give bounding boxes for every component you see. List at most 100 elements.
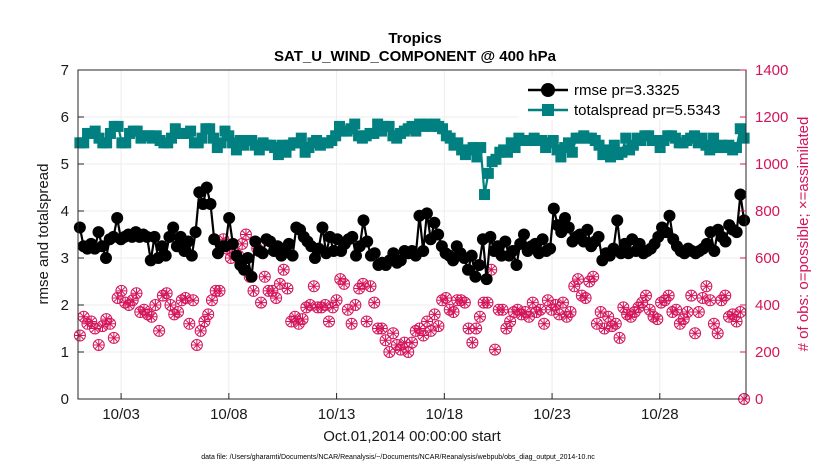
assimilated-obs-marker (516, 309, 527, 320)
y-tick-label-left: 0 (61, 391, 69, 408)
totalspread-point (555, 151, 567, 163)
possible-obs-marker (247, 284, 260, 297)
possible-obs-marker (153, 324, 166, 337)
assimilated-obs-marker (727, 309, 738, 320)
assimilated-obs-marker (656, 297, 667, 308)
rmse-point (308, 252, 321, 264)
possible-obs-marker (73, 329, 86, 342)
y-tick-label-left: 1 (61, 344, 69, 361)
assimilated-obs-marker (599, 323, 610, 334)
assimilated-obs-marker (323, 316, 334, 327)
rmse-point (514, 237, 527, 250)
possible-obs-marker (149, 299, 162, 311)
assimilated-obs-marker (225, 253, 236, 263)
assimilated-obs-marker (508, 307, 519, 318)
assimilated-obs-marker (682, 307, 693, 318)
assimilated-obs-marker (640, 290, 651, 301)
possible-obs-marker (307, 280, 320, 293)
chart-title: Tropics (388, 30, 441, 47)
assimilated-obs-marker (463, 323, 474, 334)
possible-obs-marker (379, 334, 392, 347)
assimilated-obs-marker (301, 302, 312, 313)
assimilated-obs-marker (588, 271, 599, 282)
assimilated-obs-marker (546, 304, 557, 315)
assimilated-obs-marker (482, 297, 493, 308)
assimilated-obs-marker (629, 307, 640, 318)
assimilated-obs-marker (584, 276, 595, 287)
assimilated-obs-marker (150, 300, 161, 310)
assimilated-obs-marker (365, 281, 376, 292)
assimilated-obs-marker (116, 285, 127, 296)
assimilated-obs-marker (527, 297, 538, 308)
totalspread-point (223, 130, 235, 142)
totalspread-point (471, 151, 483, 163)
assimilated-obs-marker (195, 325, 206, 336)
rmse-point (663, 209, 676, 222)
y-tick-label-right: 0 (755, 391, 763, 408)
totalspread-point (688, 130, 700, 142)
totalspread-point (608, 139, 620, 151)
rmse-point (730, 226, 743, 239)
totalspread-point (654, 142, 666, 154)
possible-obs-marker (643, 303, 656, 316)
assimilated-obs-marker (686, 290, 697, 301)
assimilated-obs-marker (316, 302, 327, 313)
assimilated-obs-marker (391, 339, 402, 350)
rmse-point (387, 247, 400, 260)
rmse-point (245, 270, 258, 283)
assimilated-obs-marker (701, 281, 712, 292)
possible-obs-marker (587, 270, 600, 283)
assimilated-obs-marker (633, 302, 644, 313)
assimilated-obs-marker (697, 292, 708, 303)
totalspread-point (280, 146, 292, 158)
totalspread-point (696, 132, 708, 144)
totalspread-point (112, 120, 124, 132)
y-tick-label-right: 1000 (755, 156, 788, 173)
possible-obs-marker (270, 291, 283, 304)
assimilated-obs-marker (259, 271, 270, 282)
assimilated-obs-marker (425, 325, 436, 336)
rmse-point (708, 244, 721, 257)
assimilated-obs-marker (418, 330, 429, 341)
totalspread-point (734, 123, 746, 135)
assimilated-obs-marker (203, 309, 214, 320)
assimilated-obs-marker (108, 332, 119, 343)
rmse-point (182, 235, 195, 248)
rmse-point (346, 230, 359, 243)
assimilated-obs-marker (542, 295, 553, 306)
assimilated-obs-marker (384, 347, 395, 357)
rmse-point (659, 226, 672, 239)
totalspread-point (650, 135, 662, 146)
x-tick-label: 10/03 (102, 406, 140, 423)
assimilated-obs-marker (591, 318, 602, 329)
assimilated-obs-marker (206, 295, 217, 306)
assimilated-obs-marker (165, 300, 176, 310)
totalspread-point (467, 142, 479, 154)
assimilated-obs-marker (520, 307, 531, 318)
totalspread-point (185, 125, 197, 137)
assimilated-obs-marker (505, 316, 516, 327)
rmse-point (92, 226, 105, 239)
assimilated-obs-marker (161, 288, 172, 299)
rmse-point (517, 228, 530, 241)
assimilated-obs-marker (705, 295, 716, 306)
rmse-point (99, 252, 112, 264)
totalspread-point (230, 144, 242, 156)
assimilated-obs-marker (637, 297, 648, 308)
totalspread-point (730, 142, 742, 154)
totalspread-point (509, 142, 521, 154)
assimilated-obs-marker (82, 318, 93, 329)
y-tick-label-left: 3 (61, 250, 69, 267)
assimilated-obs-marker (674, 318, 685, 329)
rmse-point (700, 237, 713, 250)
assimilated-obs-marker (380, 335, 391, 346)
assimilated-obs-marker (188, 295, 199, 306)
assimilated-obs-marker (274, 278, 285, 289)
rmse-point (461, 263, 474, 276)
assimilated-obs-marker (501, 323, 512, 334)
assimilated-obs-marker (437, 295, 448, 306)
possible-obs-marker (368, 296, 381, 309)
possible-obs-marker (632, 301, 645, 314)
assimilated-obs-marker (357, 278, 368, 289)
assimilated-obs-marker (256, 297, 267, 308)
